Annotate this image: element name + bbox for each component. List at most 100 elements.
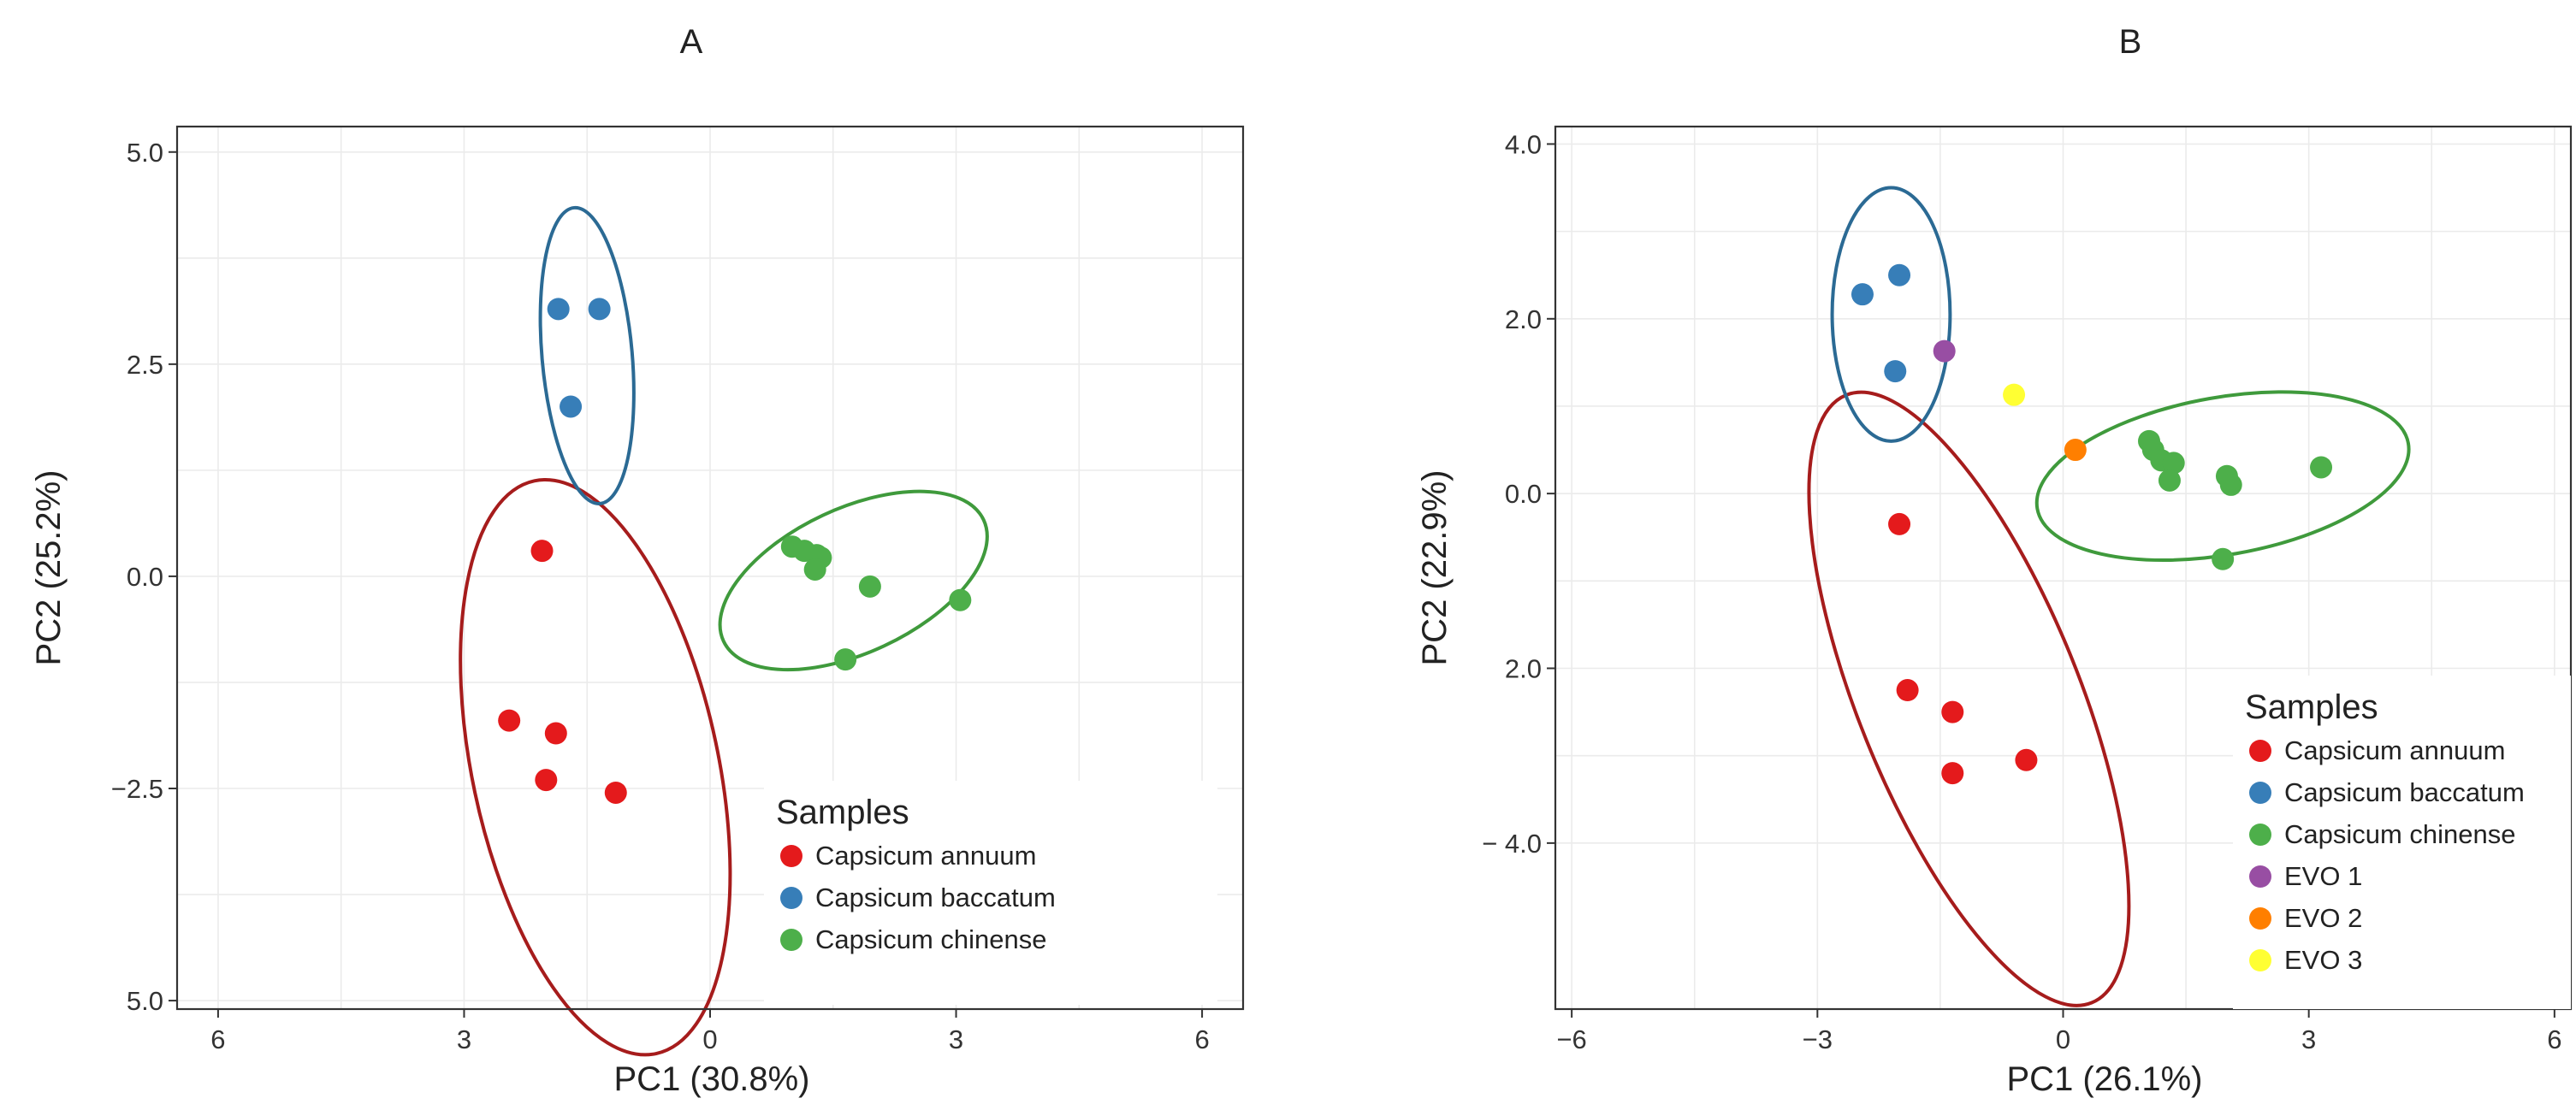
series-capsicum-chinense	[780, 535, 972, 671]
data-point-capsicum-chinense	[858, 575, 881, 598]
ellipse-capsicum-chinense	[718, 489, 989, 672]
data-point-evo-1	[1933, 339, 1956, 363]
data-point-capsicum-annuum	[1941, 700, 1964, 723]
y-axis-title: PC2 (25.2%)	[30, 470, 68, 666]
series-evo-2	[2064, 439, 2087, 462]
data-point-capsicum-annuum	[1888, 512, 1911, 535]
legend-key-capsicum-annuum	[780, 845, 802, 867]
legend-label: Capsicum chinense	[815, 924, 1047, 954]
x-tick-label: 0	[702, 1024, 717, 1054]
data-point-capsicum-annuum	[2015, 748, 2038, 771]
y-tick-label: − 4.0	[1482, 829, 1542, 859]
panel-title: B	[2119, 23, 2142, 61]
data-point-capsicum-annuum	[604, 781, 627, 804]
data-point-capsicum-chinense	[2158, 469, 2181, 492]
legend-item: Capsicum baccatum	[780, 883, 1056, 912]
series-evo-3	[2003, 383, 2026, 406]
legend-key-capsicum-chinense	[2249, 824, 2271, 846]
legend-title: Samples	[2245, 688, 2378, 726]
legend-background	[764, 781, 1217, 1005]
x-tick-label: 6	[1194, 1024, 1209, 1054]
ellipse-capsicum-chinense	[2034, 390, 2411, 563]
legend-label: EVO 3	[2284, 945, 2362, 975]
data-point-capsicum-chinense	[2310, 456, 2333, 479]
y-tick-label: 0.0	[127, 562, 163, 592]
ellipse-capsicum-annuum	[1807, 390, 2131, 1007]
x-tick-label: 6	[210, 1024, 225, 1054]
x-tick-label: 3	[457, 1024, 471, 1054]
y-axis-title: PC2 (22.9%)	[1416, 470, 1454, 666]
legend-label: Capsicum baccatum	[815, 883, 1056, 912]
data-point-evo-3	[2003, 383, 2026, 406]
data-point-capsicum-chinense	[803, 558, 826, 581]
data-point-capsicum-baccatum	[588, 298, 611, 321]
series-capsicum-chinense	[2138, 429, 2333, 570]
series-evo-1	[1933, 339, 1956, 363]
panel-a: A 6 3 0 3 6 5.0 2.5 0.0 −2.5 5.0 PC1 (30.8%) PC2 (25…	[30, 23, 1245, 1098]
data-point-capsicum-baccatum	[1888, 263, 1911, 286]
data-point-capsicum-chinense	[2162, 452, 2185, 475]
series-capsicum-annuum	[498, 540, 627, 804]
data-point-capsicum-baccatum	[547, 298, 570, 321]
legend-key-capsicum-chinense	[780, 929, 802, 951]
panel-b: B −6 −3 0 3 6 4.0 2.0 0.0 2.0 − 4.0 PC1 (26.1%) PC2 …	[1416, 23, 2573, 1098]
legend-label: Capsicum chinense	[2284, 819, 2516, 849]
y-tick-label: 0.0	[1505, 479, 1542, 509]
data-point-capsicum-baccatum	[560, 395, 583, 418]
x-tick-label: −6	[1556, 1024, 1586, 1054]
data-point-capsicum-annuum	[1941, 762, 1964, 785]
legend-key-evo-1	[2249, 865, 2271, 888]
legend-label: EVO 1	[2284, 861, 2362, 891]
legend-key-capsicum-baccatum	[780, 887, 802, 909]
legend-item: Capsicum chinense	[780, 924, 1047, 954]
legend-key-capsicum-annuum	[2249, 740, 2271, 762]
data-point-capsicum-baccatum	[1851, 283, 1874, 306]
x-tick-label: 0	[2056, 1024, 2070, 1054]
legend-item: EVO 3	[2249, 945, 2362, 975]
ellipse-capsicum-baccatum	[538, 205, 636, 505]
data-point-capsicum-annuum	[544, 722, 567, 745]
y-tick-label: 2.0	[1505, 654, 1542, 684]
legend-item: Capsicum annuum	[780, 841, 1036, 871]
legend-label: Capsicum annuum	[815, 841, 1036, 871]
legend-label: Capsicum annuum	[2284, 735, 2505, 765]
x-tick-label: −3	[1803, 1024, 1833, 1054]
data-point-capsicum-annuum	[530, 540, 554, 563]
data-point-capsicum-chinense	[2219, 473, 2242, 496]
x-axis-title: PC1 (26.1%)	[2007, 1060, 2203, 1098]
legend: Samples Capsicum annuum Capsicum baccatum C…	[764, 781, 1217, 1005]
y-tick-label: 5.0	[127, 138, 163, 168]
data-point-capsicum-chinense	[2212, 547, 2235, 570]
legend-item: Capsicum baccatum	[2249, 777, 2525, 807]
series-capsicum-baccatum	[1851, 263, 1911, 383]
legend-title: Samples	[776, 794, 909, 831]
legend-item: Capsicum chinense	[2249, 819, 2516, 849]
ellipse-capsicum-baccatum	[1830, 186, 1952, 443]
data-point-capsicum-chinense	[949, 588, 972, 611]
x-tick-label: 3	[2301, 1024, 2316, 1054]
legend-label: Capsicum baccatum	[2284, 777, 2525, 807]
data-point-capsicum-chinense	[834, 648, 857, 671]
data-point-capsicum-annuum	[498, 709, 521, 732]
legend-item: EVO 1	[2249, 861, 2362, 891]
data-point-capsicum-baccatum	[1884, 360, 1907, 383]
y-tick-label: −2.5	[111, 774, 163, 804]
y-tick-label: 2.0	[1505, 304, 1542, 334]
data-point-capsicum-annuum	[1896, 679, 1919, 702]
legend: Samples Capsicum annuum Capsicum baccatum C…	[2233, 676, 2571, 1009]
legend-background	[2233, 676, 2571, 1009]
data-point-evo-2	[2064, 439, 2087, 462]
x-axis-title: PC1 (30.8%)	[614, 1060, 810, 1098]
legend-key-capsicum-baccatum	[2249, 782, 2271, 804]
legend-label: EVO 2	[2284, 903, 2362, 933]
x-tick-label: 6	[2547, 1024, 2561, 1054]
panel-title: A	[680, 23, 703, 61]
legend-item: EVO 2	[2249, 903, 2362, 933]
legend-item: Capsicum annuum	[2249, 735, 2505, 765]
legend-key-evo-2	[2249, 907, 2271, 930]
data-point-capsicum-annuum	[535, 769, 558, 792]
y-tick-label: 2.5	[127, 350, 163, 380]
series-capsicum-annuum	[1888, 512, 2038, 785]
y-tick-label: 5.0	[127, 986, 163, 1016]
